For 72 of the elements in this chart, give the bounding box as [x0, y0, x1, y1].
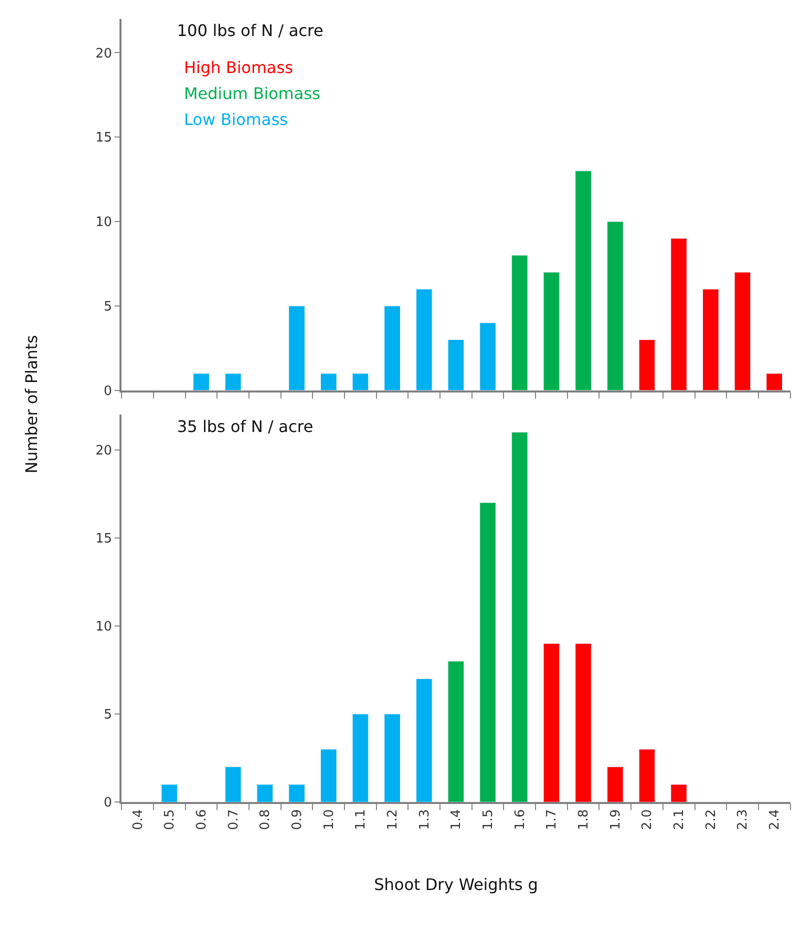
x-tick-label: 0.5 — [162, 809, 178, 830]
y-tick-label: 5 — [104, 708, 112, 723]
x-tick-label: 0.6 — [194, 809, 210, 830]
y-tick-label: 5 — [104, 300, 112, 315]
bar — [288, 784, 305, 802]
x-tick-label: 1.2 — [386, 809, 401, 830]
y-tick-label: 15 — [96, 130, 112, 146]
x-tick-label: 1.3 — [417, 809, 432, 830]
bar — [606, 221, 624, 390]
bar — [766, 373, 783, 390]
y-tick-label: 0 — [104, 384, 112, 399]
bar — [384, 306, 400, 390]
bar — [575, 643, 592, 802]
bar — [734, 272, 751, 390]
bar — [224, 373, 242, 390]
bar — [480, 502, 496, 802]
x-tick-label: 0.8 — [258, 809, 274, 830]
bar — [480, 322, 496, 390]
bar — [543, 643, 560, 802]
x-axis-title: Shoot Dry Weights g — [374, 875, 538, 894]
bar — [256, 784, 274, 802]
bar — [161, 784, 178, 802]
text: Low Biomass — [184, 110, 288, 129]
x-tick-label: 0.4 — [130, 809, 146, 830]
x-tick-label: 2.0 — [640, 809, 656, 830]
x-tick-label: 1.8 — [576, 809, 592, 830]
x-tick-label: 1.7 — [544, 809, 560, 830]
bar — [702, 288, 719, 390]
bar — [288, 306, 305, 390]
bar — [224, 766, 242, 802]
x-tick-label: 1.6 — [512, 809, 528, 830]
y-tick-label: 15 — [96, 531, 112, 546]
text: Medium Biomass — [184, 84, 320, 103]
x-tick-label: 0.7 — [226, 809, 242, 830]
bar — [352, 714, 369, 802]
bar — [543, 272, 560, 390]
bar — [193, 373, 210, 390]
bar — [606, 766, 624, 802]
x-tick-label: 2.3 — [736, 809, 751, 830]
bar — [416, 678, 432, 802]
text: High Biomass — [184, 58, 294, 77]
bar — [575, 170, 592, 390]
bar — [320, 748, 337, 802]
x-tick-label: 0.9 — [290, 809, 305, 830]
chart-title: 35 lbs of N / acre — [177, 417, 314, 436]
x-tick-label: 2.4 — [768, 809, 783, 830]
x-tick-label: 1.9 — [608, 809, 624, 830]
x-tick-label: 1.1 — [354, 809, 369, 830]
y-tick-label: 20 — [96, 443, 112, 458]
bar — [638, 339, 656, 390]
bar — [448, 660, 464, 802]
x-tick-label: 2.2 — [704, 809, 719, 830]
bar — [511, 255, 528, 390]
bar — [320, 373, 337, 390]
y-tick-label: 10 — [96, 215, 112, 230]
bar — [670, 784, 688, 802]
y-tick-label: 10 — [96, 619, 112, 634]
x-tick-label: 2.1 — [672, 809, 688, 830]
bar — [416, 288, 432, 390]
bar — [511, 432, 528, 802]
bar — [638, 748, 656, 802]
bar — [670, 238, 688, 390]
bar — [352, 373, 369, 390]
y-axis-title: Number of Plants — [22, 335, 41, 474]
x-tick-label: 1.5 — [481, 809, 496, 830]
y-tick-label: 20 — [96, 46, 112, 62]
bar — [448, 339, 464, 390]
x-tick-label: 1.4 — [449, 809, 464, 830]
x-tick-label: 1.0 — [322, 809, 337, 830]
y-tick-label: 0 — [104, 796, 112, 811]
bar — [384, 714, 400, 802]
chart-title: 100 lbs of N / acre — [177, 21, 324, 40]
